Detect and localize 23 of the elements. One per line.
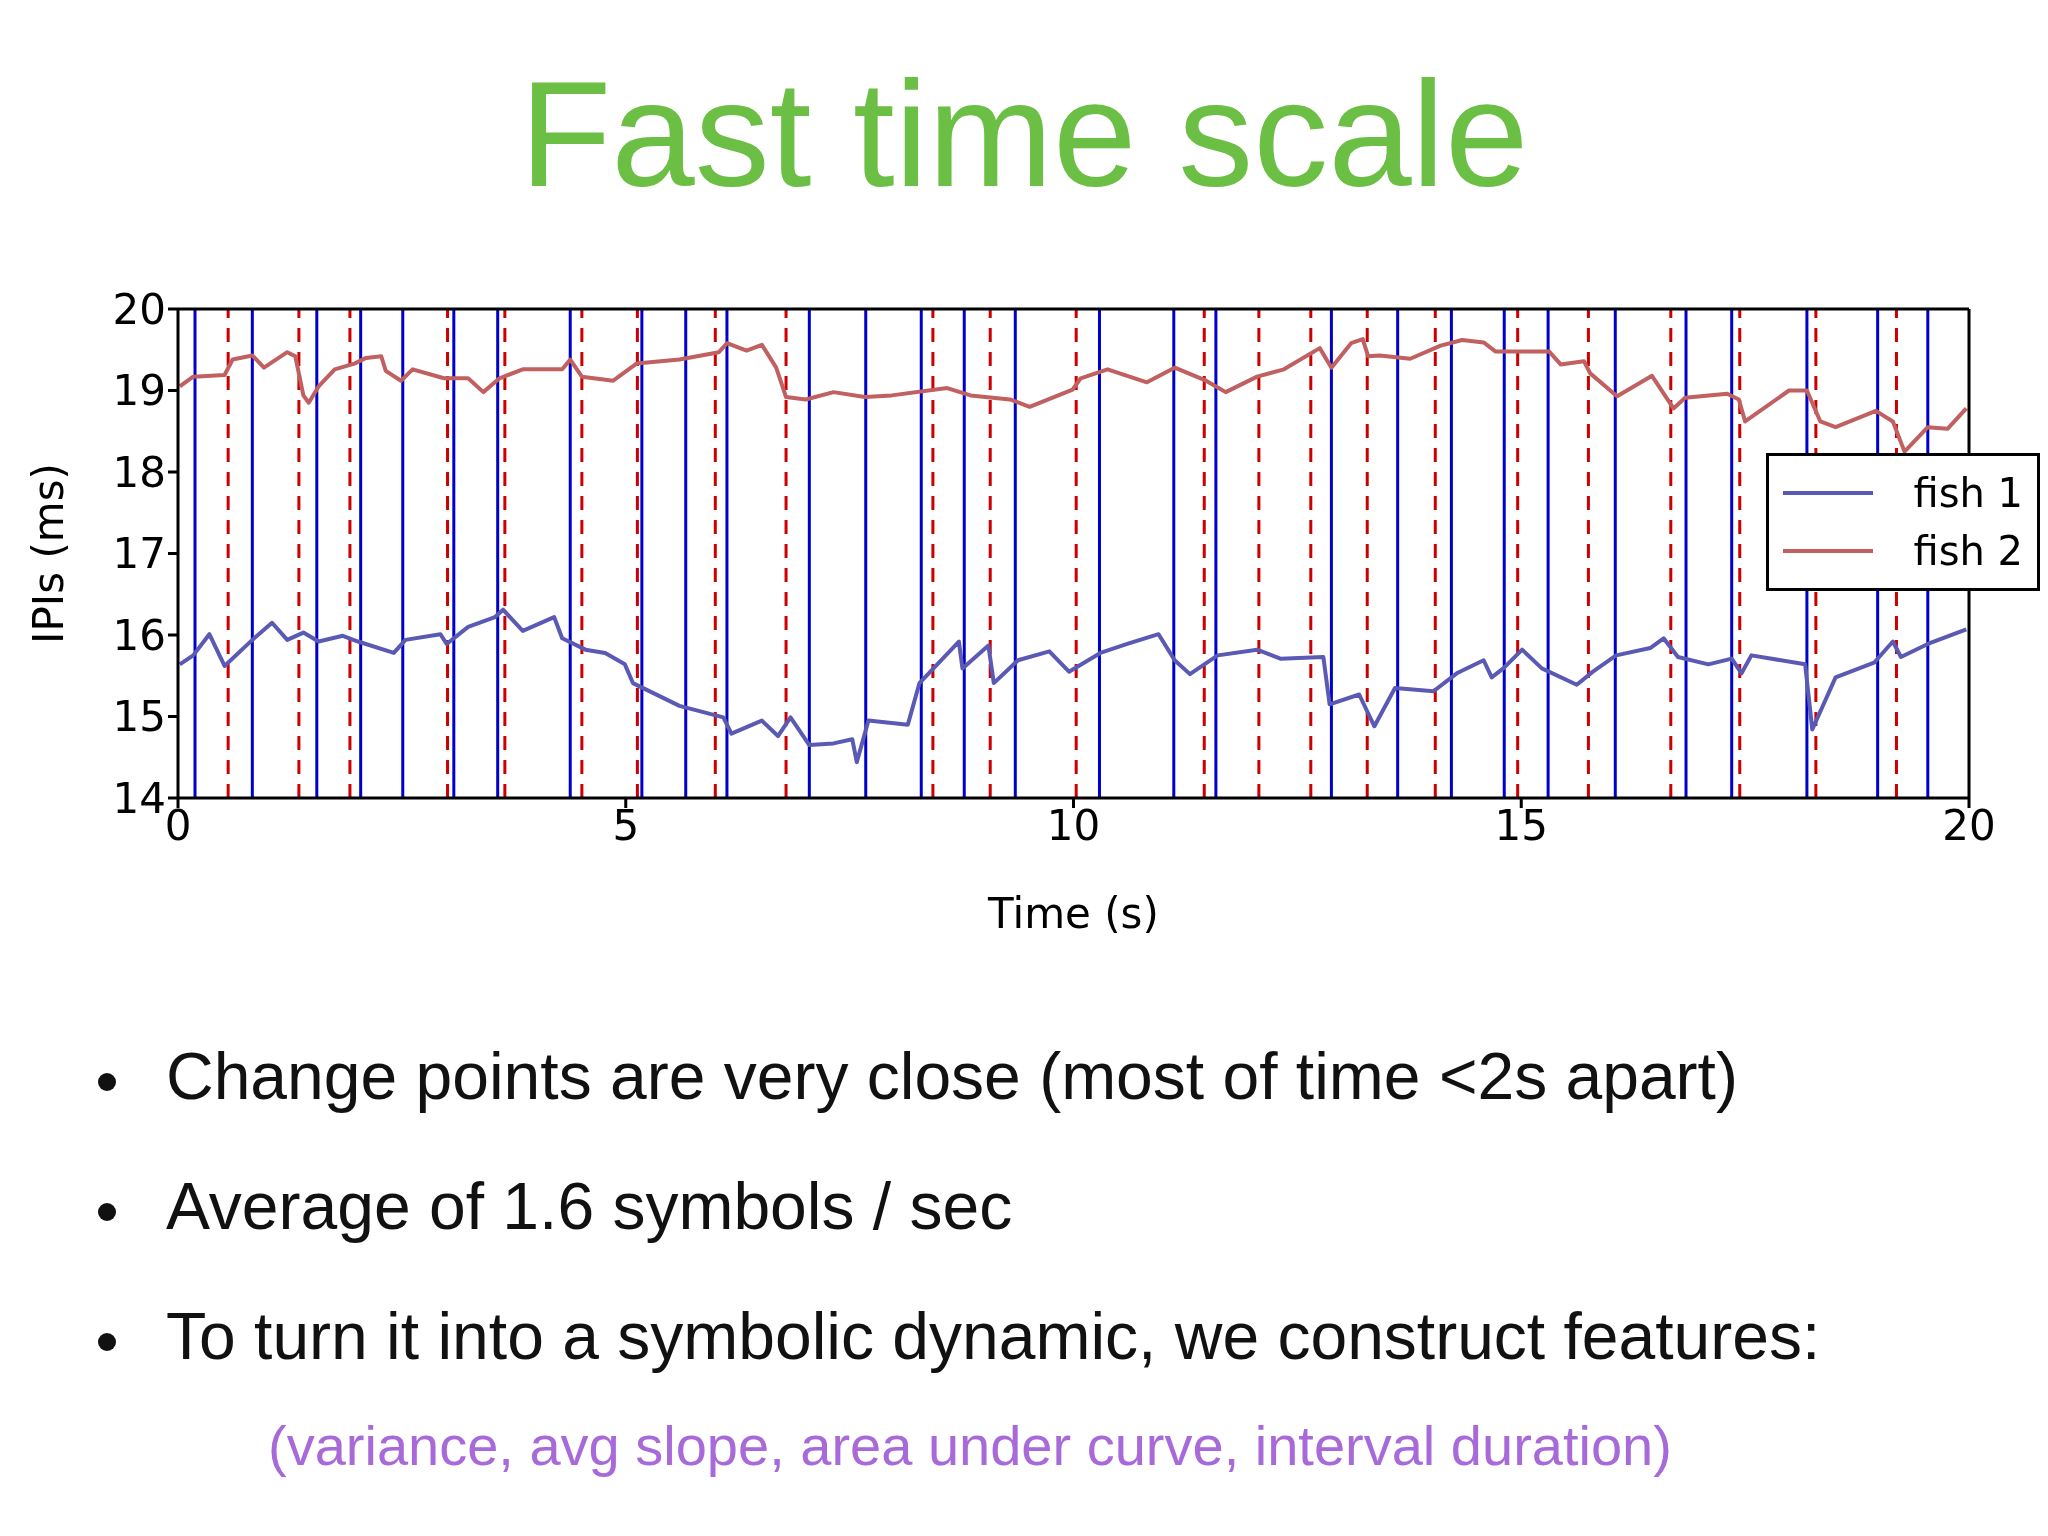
text: Change points are very close (most of time <2s apart) (166, 1039, 1738, 1113)
y-axis-title: IPIs (ms) (23, 463, 73, 644)
line-series (178, 337, 1969, 454)
y-tick-label: 17 (112, 529, 166, 579)
line-series (178, 607, 1969, 765)
y-tick-label: 19 (112, 366, 166, 416)
x-axis-title: Time (s) (987, 889, 1159, 938)
y-tick-label: 14 (112, 773, 166, 823)
y-tick-label: 20 (112, 284, 166, 334)
text: Average of 1.6 symbols / sec (166, 1169, 1013, 1243)
y-tick-label: 18 (112, 447, 166, 497)
x-tick-label: 5 (612, 800, 640, 850)
x-tick-label: 0 (164, 800, 192, 850)
x-tick-label: 10 (1046, 800, 1101, 850)
y-tick-label: 16 (112, 610, 166, 660)
legend-label: fish 2 (1913, 528, 2023, 574)
x-tick-label: 15 (1494, 800, 1548, 850)
text: To turn it into a symbolic dynamic, we construct features: (166, 1299, 1821, 1373)
chart-title: Fast time scale (518, 49, 1530, 220)
x-tick-label: 20 (1942, 800, 1996, 850)
y-tick-label: 15 (112, 692, 166, 742)
legend-label: fish 1 (1913, 470, 2023, 516)
text: (variance, avg slope, area under curve, interval duration) (268, 1414, 1672, 1477)
